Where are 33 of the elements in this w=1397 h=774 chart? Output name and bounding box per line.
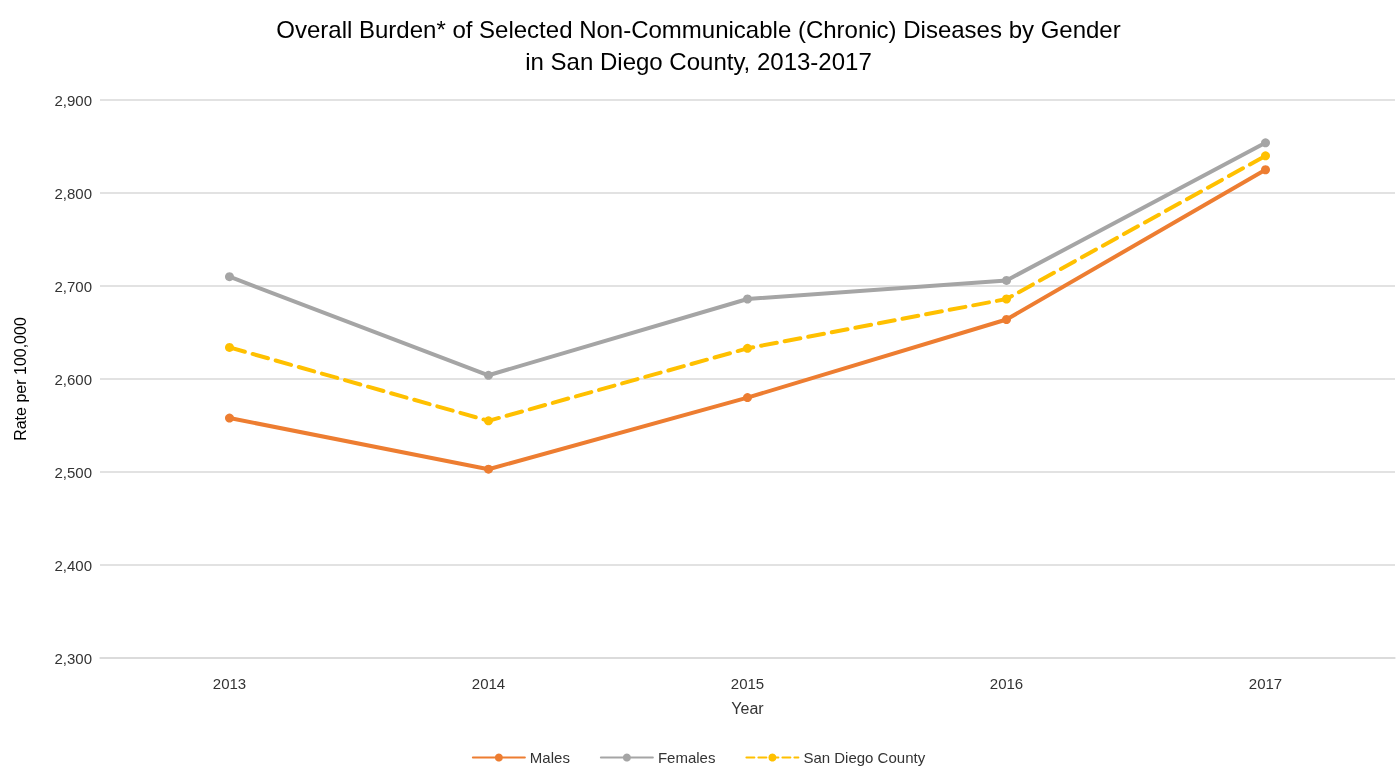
point (1261, 165, 1270, 175)
y-tick-label: 2,500 (54, 463, 92, 481)
point (743, 393, 752, 403)
legend-label: Females (657, 749, 716, 766)
point (1261, 151, 1270, 161)
x-tick-label: 2017 (1248, 675, 1283, 692)
legend-label: San Diego County (803, 749, 926, 766)
y-tick-label: 2,700 (54, 277, 92, 295)
x-axis-title: Year (731, 699, 765, 717)
point (1261, 138, 1270, 148)
point (225, 413, 234, 423)
point (743, 294, 752, 304)
legend-label: Males (529, 749, 570, 766)
point (225, 342, 234, 352)
x-tick-label: 2016 (989, 675, 1024, 692)
y-tick-label: 2,900 (54, 91, 92, 109)
x-tick-label: 2015 (730, 675, 765, 692)
y-axis-title: Rate per 100,000 (11, 317, 29, 441)
x-tick-label: 2013 (212, 675, 247, 692)
point (743, 343, 752, 353)
y-tick-label: 2,400 (54, 556, 92, 574)
point (484, 370, 493, 380)
point (1002, 294, 1011, 304)
y-tick-label: 2,800 (54, 184, 92, 202)
chart-title: Overall Burden* of Selected Non-Communicable (Chronic) Diseases by Gender in San Diego County, 2013-2017 (276, 15, 1121, 75)
x-tick-label: 2014 (471, 675, 506, 692)
point (1002, 314, 1011, 324)
point (1002, 275, 1011, 285)
point (484, 464, 493, 474)
point (484, 416, 493, 426)
point (225, 272, 234, 282)
y-tick-label: 2,300 (54, 649, 92, 667)
y-tick-label: 2,600 (54, 370, 92, 388)
